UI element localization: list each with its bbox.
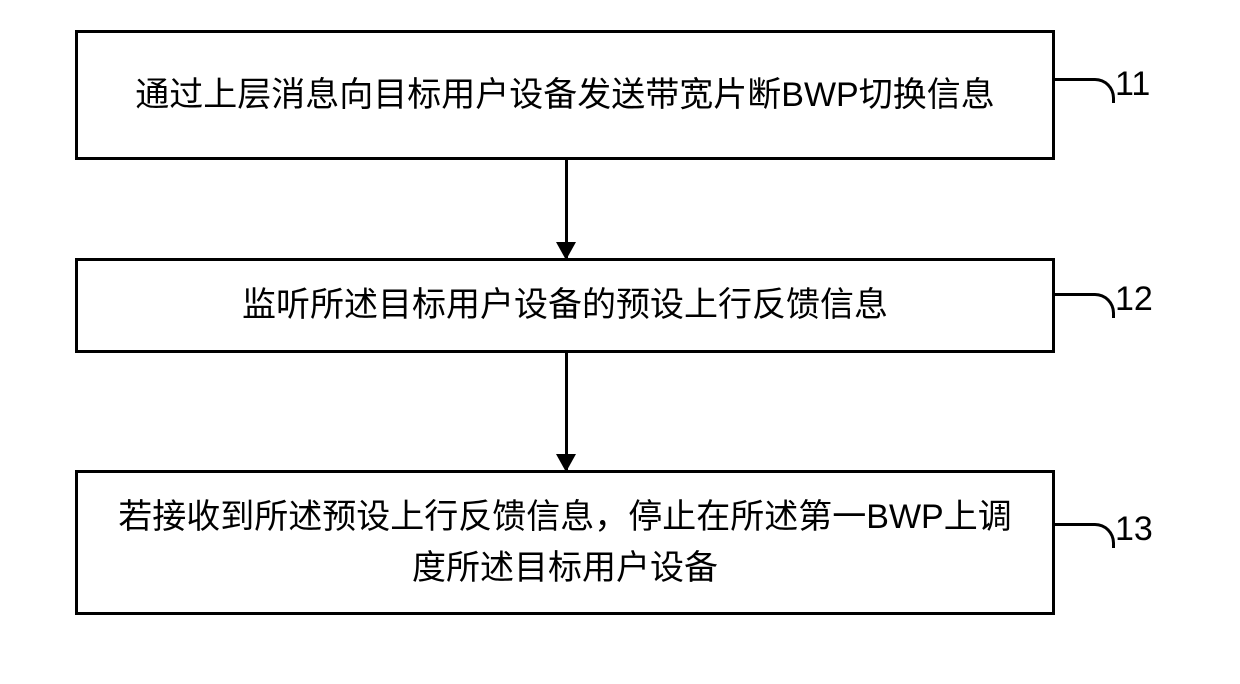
flowchart-container: 通过上层消息向目标用户设备发送带宽片断BWP切换信息 11 监听所述目标用户设备… [0, 0, 1240, 684]
step-2-label: 12 [1115, 280, 1153, 319]
step-1-label: 11 [1115, 65, 1150, 104]
step-2-text: 监听所述目标用户设备的预设上行反馈信息 [242, 280, 888, 331]
connector-line-2 [1055, 293, 1115, 318]
flowchart-step-2: 监听所述目标用户设备的预设上行反馈信息 [75, 258, 1055, 353]
flowchart-step-3: 若接收到所述预设上行反馈信息，停止在所述第一BWP上调度所述目标用户设备 [75, 470, 1055, 615]
connector-line-3 [1055, 523, 1115, 548]
arrow-1 [565, 160, 568, 258]
arrow-2 [565, 353, 568, 470]
step-3-label: 13 [1115, 510, 1153, 549]
flowchart-step-1: 通过上层消息向目标用户设备发送带宽片断BWP切换信息 [75, 30, 1055, 160]
connector-line-1 [1055, 78, 1115, 103]
step-3-text: 若接收到所述预设上行反馈信息，停止在所述第一BWP上调度所述目标用户设备 [108, 492, 1022, 594]
step-1-text: 通过上层消息向目标用户设备发送带宽片断BWP切换信息 [135, 70, 994, 121]
